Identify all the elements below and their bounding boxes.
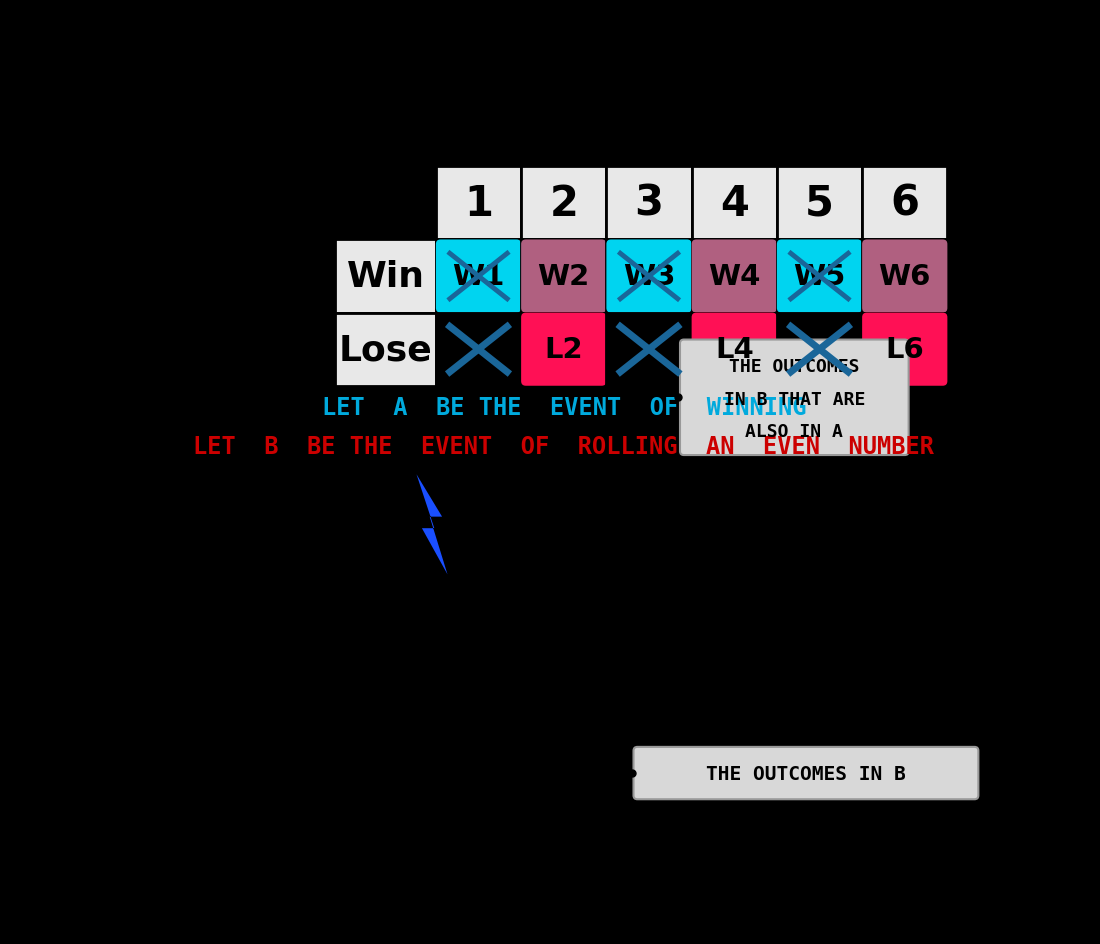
Text: THE OUTCOMES IN B: THE OUTCOMES IN B bbox=[706, 764, 905, 783]
FancyBboxPatch shape bbox=[436, 167, 521, 240]
FancyBboxPatch shape bbox=[862, 240, 947, 313]
Text: ALSO IN A: ALSO IN A bbox=[746, 423, 844, 441]
Text: LET  A  BE THE  EVENT  OF  WINNING: LET A BE THE EVENT OF WINNING bbox=[321, 396, 806, 420]
FancyBboxPatch shape bbox=[777, 240, 862, 313]
FancyBboxPatch shape bbox=[777, 167, 862, 240]
FancyBboxPatch shape bbox=[436, 313, 521, 386]
FancyBboxPatch shape bbox=[606, 313, 692, 386]
Text: W3: W3 bbox=[623, 262, 675, 291]
FancyBboxPatch shape bbox=[692, 240, 777, 313]
FancyBboxPatch shape bbox=[862, 313, 947, 386]
Text: 6: 6 bbox=[890, 183, 920, 225]
FancyBboxPatch shape bbox=[692, 167, 777, 240]
FancyBboxPatch shape bbox=[862, 240, 947, 313]
Text: ER: ER bbox=[453, 515, 475, 533]
Text: LET  B  BE THE  EVENT  OF  ROLLING  AN  EVEN  NUMBER: LET B BE THE EVENT OF ROLLING AN EVEN NU… bbox=[194, 434, 934, 459]
Text: 5: 5 bbox=[805, 183, 834, 225]
FancyBboxPatch shape bbox=[521, 240, 606, 313]
FancyBboxPatch shape bbox=[862, 313, 947, 386]
Text: ROB: ROB bbox=[453, 491, 485, 509]
FancyBboxPatch shape bbox=[606, 167, 692, 240]
Text: L4: L4 bbox=[715, 336, 754, 363]
Text: W4: W4 bbox=[708, 262, 760, 291]
FancyBboxPatch shape bbox=[336, 240, 436, 313]
Text: W5: W5 bbox=[793, 262, 846, 291]
FancyBboxPatch shape bbox=[521, 313, 606, 386]
FancyBboxPatch shape bbox=[606, 240, 692, 313]
Text: 3: 3 bbox=[635, 183, 663, 225]
Text: 4: 4 bbox=[719, 183, 749, 225]
Text: 1: 1 bbox=[464, 183, 493, 225]
FancyBboxPatch shape bbox=[606, 240, 692, 313]
FancyBboxPatch shape bbox=[862, 167, 947, 240]
Text: L2: L2 bbox=[544, 336, 583, 363]
Text: W6: W6 bbox=[879, 262, 931, 291]
Text: 2: 2 bbox=[549, 183, 579, 225]
FancyBboxPatch shape bbox=[680, 340, 909, 456]
FancyBboxPatch shape bbox=[521, 167, 606, 240]
Text: IN B THAT ARE: IN B THAT ARE bbox=[724, 391, 865, 409]
FancyBboxPatch shape bbox=[521, 313, 606, 386]
Text: L6: L6 bbox=[886, 336, 924, 363]
FancyBboxPatch shape bbox=[777, 313, 862, 386]
FancyBboxPatch shape bbox=[336, 313, 436, 386]
FancyBboxPatch shape bbox=[692, 240, 777, 313]
Text: W1: W1 bbox=[452, 262, 505, 291]
FancyBboxPatch shape bbox=[692, 313, 777, 386]
Text: W2: W2 bbox=[538, 262, 590, 291]
Polygon shape bbox=[417, 475, 448, 575]
Text: Lose: Lose bbox=[339, 333, 432, 367]
Text: Win: Win bbox=[346, 260, 425, 294]
FancyBboxPatch shape bbox=[436, 240, 521, 313]
FancyBboxPatch shape bbox=[436, 240, 521, 313]
FancyBboxPatch shape bbox=[634, 747, 978, 800]
FancyBboxPatch shape bbox=[777, 240, 862, 313]
Text: THE OUTCOMES: THE OUTCOMES bbox=[729, 358, 859, 376]
FancyBboxPatch shape bbox=[521, 240, 606, 313]
FancyBboxPatch shape bbox=[692, 313, 777, 386]
